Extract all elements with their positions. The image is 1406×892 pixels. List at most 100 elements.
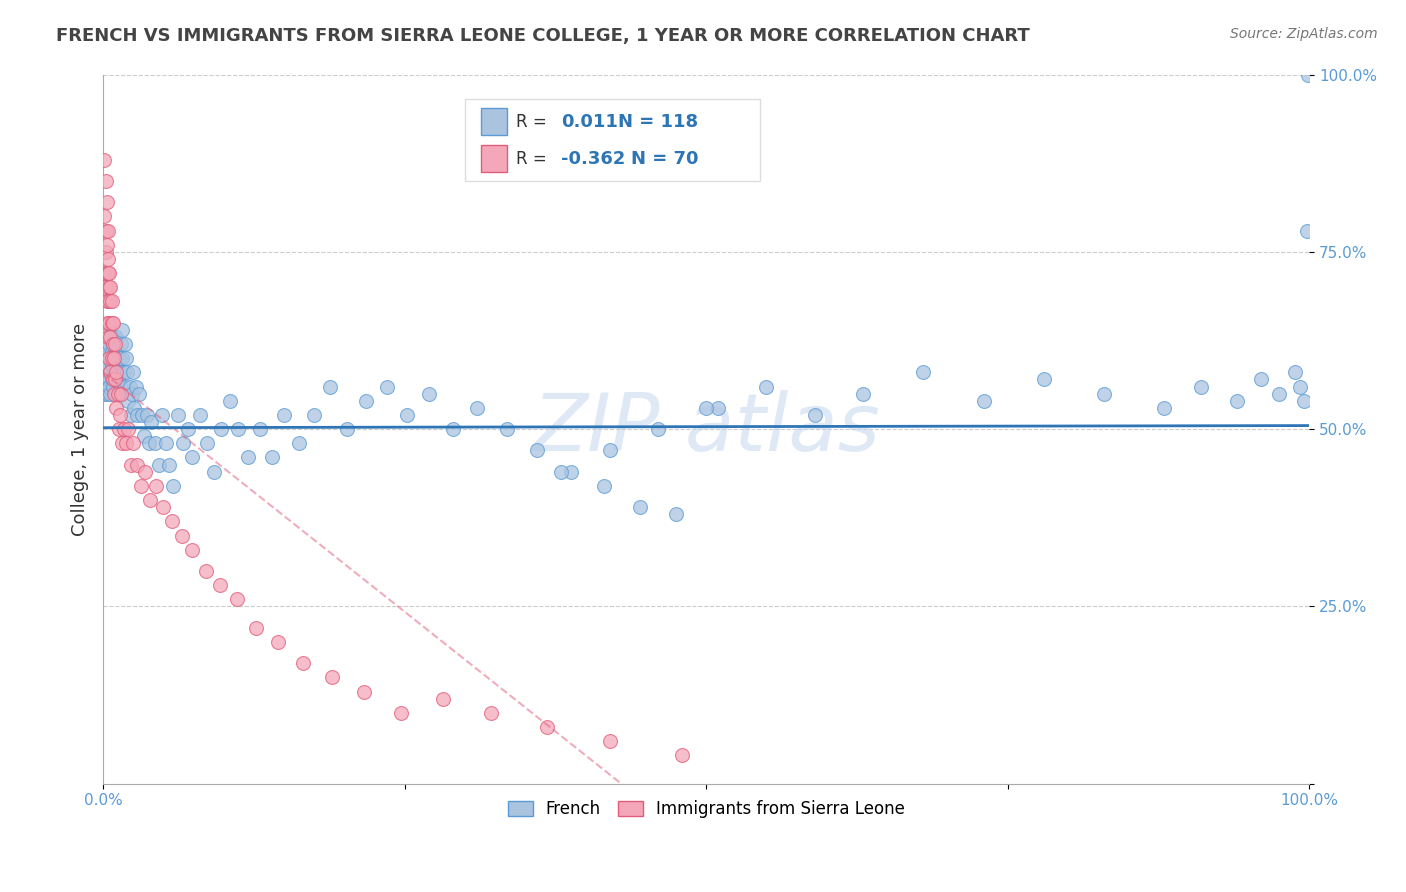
- Point: [273, 408, 295, 422]
- Point: [122, 436, 145, 450]
- Text: Source: ZipAtlas.com: Source: ZipAtlas.com: [1230, 27, 1378, 41]
- Point: [96, 359, 118, 373]
- Point: [100, 294, 122, 309]
- Point: [96, 237, 118, 252]
- Point: [181, 542, 204, 557]
- Point: [112, 365, 135, 379]
- Text: N = 70: N = 70: [631, 150, 699, 168]
- Point: [105, 359, 128, 373]
- Point: [707, 401, 730, 415]
- Text: R =: R =: [516, 150, 547, 168]
- Point: [125, 379, 148, 393]
- Text: -0.362: -0.362: [561, 150, 626, 168]
- Point: [131, 408, 153, 422]
- Point: [226, 422, 249, 436]
- Point: [98, 280, 121, 294]
- Point: [170, 528, 193, 542]
- Point: [1296, 68, 1319, 82]
- Point: [94, 244, 117, 259]
- Point: [104, 337, 127, 351]
- Text: N = 118: N = 118: [619, 112, 699, 130]
- Point: [98, 266, 121, 280]
- Point: [159, 458, 181, 472]
- Point: [108, 351, 131, 366]
- Point: [98, 330, 121, 344]
- Point: [118, 379, 141, 393]
- Point: [267, 635, 290, 649]
- Point: [125, 458, 148, 472]
- Point: [260, 450, 283, 465]
- FancyBboxPatch shape: [465, 99, 761, 181]
- Point: [124, 401, 146, 415]
- Point: [108, 408, 131, 422]
- Point: [103, 351, 125, 366]
- Point: [141, 415, 163, 429]
- Point: [97, 330, 120, 344]
- Point: [100, 316, 122, 330]
- Point: [526, 443, 548, 458]
- Point: [195, 436, 218, 450]
- FancyBboxPatch shape: [481, 145, 508, 172]
- Point: [354, 393, 377, 408]
- Point: [97, 252, 120, 266]
- Point: [103, 330, 125, 344]
- Point: [155, 436, 177, 450]
- Point: [115, 351, 138, 366]
- Point: [194, 564, 217, 578]
- Point: [465, 401, 488, 415]
- Point: [94, 379, 117, 393]
- Point: [114, 379, 136, 393]
- Point: [1268, 386, 1291, 401]
- Y-axis label: College, 1 year or more: College, 1 year or more: [72, 323, 89, 536]
- Point: [150, 408, 173, 422]
- Point: [93, 153, 115, 167]
- Point: [96, 195, 118, 210]
- Point: [107, 386, 129, 401]
- Point: [145, 479, 167, 493]
- Point: [1226, 393, 1249, 408]
- Point: [98, 316, 121, 330]
- Point: [98, 330, 121, 344]
- Point: [93, 386, 115, 401]
- Point: [111, 323, 134, 337]
- Point: [94, 223, 117, 237]
- Point: [188, 408, 211, 422]
- Point: [97, 266, 120, 280]
- Point: [143, 436, 166, 450]
- Point: [96, 316, 118, 330]
- Point: [560, 465, 582, 479]
- Point: [160, 514, 183, 528]
- Point: [1189, 379, 1212, 393]
- Point: [592, 479, 614, 493]
- Point: [628, 500, 651, 515]
- Point: [122, 365, 145, 379]
- Point: [353, 684, 375, 698]
- Point: [97, 323, 120, 337]
- Point: [96, 294, 118, 309]
- Point: [97, 386, 120, 401]
- Point: [104, 372, 127, 386]
- Legend: French, Immigrants from Sierra Leone: French, Immigrants from Sierra Leone: [501, 794, 911, 825]
- Point: [98, 294, 121, 309]
- Point: [129, 479, 152, 493]
- Point: [105, 330, 128, 344]
- Point: [98, 351, 121, 366]
- Point: [93, 351, 115, 366]
- Point: [973, 393, 995, 408]
- Point: [101, 372, 124, 386]
- Point: [218, 393, 240, 408]
- Point: [107, 372, 129, 386]
- Point: [105, 365, 128, 379]
- Point: [97, 223, 120, 237]
- Point: [671, 748, 693, 763]
- Point: [665, 507, 688, 521]
- Point: [104, 386, 127, 401]
- Point: [176, 422, 198, 436]
- Point: [105, 401, 128, 415]
- Point: [111, 351, 134, 366]
- Point: [101, 337, 124, 351]
- Point: [226, 592, 249, 607]
- Point: [108, 386, 131, 401]
- Point: [249, 422, 271, 436]
- Point: [120, 408, 142, 422]
